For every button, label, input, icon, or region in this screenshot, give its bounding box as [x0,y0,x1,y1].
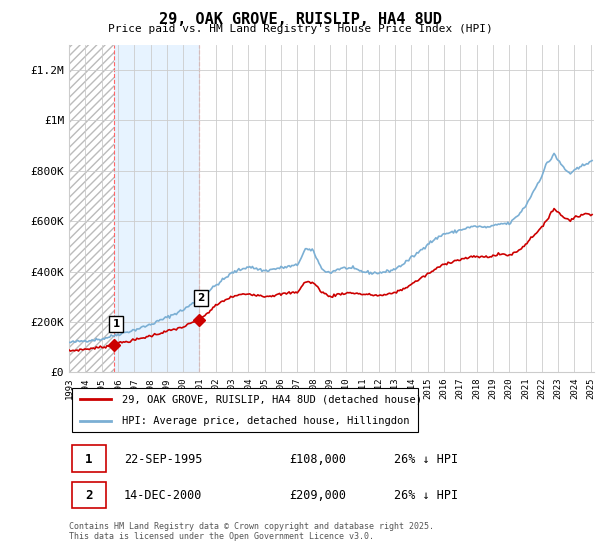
Text: 26% ↓ HPI: 26% ↓ HPI [395,452,458,465]
Text: 29, OAK GROVE, RUISLIP, HA4 8UD: 29, OAK GROVE, RUISLIP, HA4 8UD [158,12,442,27]
Text: £209,000: £209,000 [290,489,347,502]
Text: £108,000: £108,000 [290,452,347,465]
Text: 22-SEP-1995: 22-SEP-1995 [124,452,203,465]
FancyBboxPatch shape [71,482,106,508]
Text: 2: 2 [85,489,93,502]
Text: 29, OAK GROVE, RUISLIP, HA4 8UD (detached house): 29, OAK GROVE, RUISLIP, HA4 8UD (detache… [121,394,421,404]
Text: HPI: Average price, detached house, Hillingdon: HPI: Average price, detached house, Hill… [121,416,409,426]
Text: 1: 1 [112,319,119,329]
Text: 2: 2 [197,293,205,304]
Text: 1: 1 [85,452,93,465]
Bar [69,45,113,372]
Text: Contains HM Land Registry data © Crown copyright and database right 2025.
This d: Contains HM Land Registry data © Crown c… [69,522,434,542]
Bar [113,45,199,372]
Text: 26% ↓ HPI: 26% ↓ HPI [395,489,458,502]
Text: 14-DEC-2000: 14-DEC-2000 [124,489,203,502]
FancyBboxPatch shape [71,388,418,432]
Text: Price paid vs. HM Land Registry's House Price Index (HPI): Price paid vs. HM Land Registry's House … [107,24,493,34]
FancyBboxPatch shape [71,445,106,472]
